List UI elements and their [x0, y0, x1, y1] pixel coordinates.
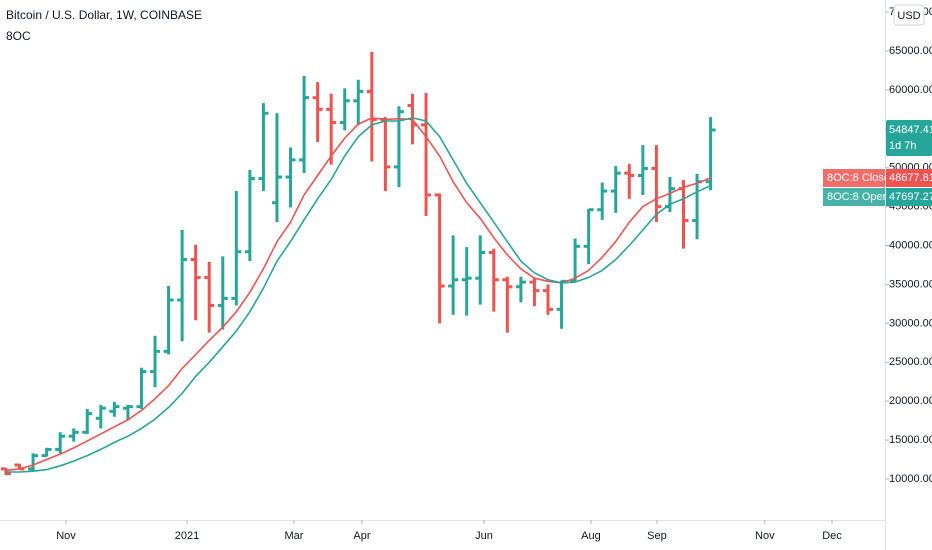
indicator-name: 8OC [6, 29, 31, 43]
indicator-name-box [823, 168, 885, 187]
y-tick-label: 25000.00 [889, 356, 932, 368]
x-tick-label: Nov [56, 530, 76, 542]
last-price-label: 54847.41 [889, 124, 932, 136]
indicator-value-box [886, 168, 932, 187]
y-tick-label: 20000.00 [889, 395, 932, 407]
x-tick-label: Aug [581, 530, 601, 542]
legend-label: 8OC:8 Open [827, 191, 889, 203]
y-tick-label: 15000.00 [889, 434, 932, 446]
currency-button[interactable] [893, 4, 925, 26]
y-tick-label: 60000.00 [889, 84, 932, 96]
last-price-box [886, 119, 932, 156]
x-tick-label: Nov [755, 530, 775, 542]
x-tick-label: Dec [822, 530, 842, 542]
x-tick-label: Mar [284, 530, 303, 542]
currency-label[interactable]: USD [897, 10, 920, 22]
y-tick-label: 10000.00 [889, 473, 932, 485]
legend-label: 8OC:8 Close [827, 172, 890, 184]
indicator-value-box [886, 187, 932, 206]
y-tick-label: 30000.00 [889, 317, 932, 329]
indicator-name-box [823, 187, 885, 206]
axes: 10000.00 15000.00 20000.00 25000.00 30000.00… [56, 6, 932, 542]
y-tick-label: 35000.00 [889, 278, 932, 290]
indicator-value-label: 47697.27 [889, 191, 932, 203]
indicator-value-label: 48677.81 [889, 172, 932, 184]
x-tick-label: Apr [353, 530, 370, 542]
indicator-line [6, 117, 711, 473]
y-tick-label: 40000.00 [889, 239, 932, 251]
countdown-label: 1d 7h [889, 140, 917, 152]
x-tick-label: Sep [647, 530, 667, 542]
plot-area [0, 51, 716, 476]
chart-title: Bitcoin / U.S. Dollar, 1W, COINBASE [6, 8, 202, 22]
x-tick-label: 2021 [175, 530, 199, 542]
indicator-line [5, 117, 711, 472]
y-tick-label: 65000.00 [889, 45, 932, 57]
x-tick-label: Jun [475, 530, 493, 542]
